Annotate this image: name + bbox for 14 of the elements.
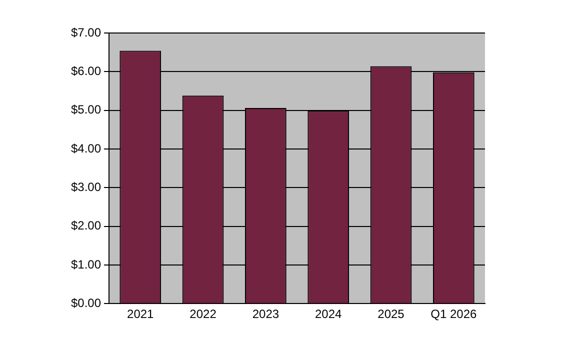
y-tick-label: $1.00 (71, 257, 102, 272)
y-tick-label: $5.00 (71, 102, 102, 117)
x-tick-label: 2021 (127, 307, 154, 322)
x-tick-label: 2022 (190, 307, 217, 322)
y-tick-label: $3.00 (71, 180, 102, 194)
y-tick-label: $2.00 (71, 218, 102, 233)
x-tick-label: 2024 (314, 307, 342, 322)
x-tick-label: 2025 (378, 307, 405, 322)
y-tick-label: $6.00 (71, 64, 102, 78)
x-tick-label: 2023 (252, 307, 280, 322)
y-tick-label: $0.00 (71, 296, 102, 310)
y-tick-label: $4.00 (71, 141, 102, 156)
y-tick-label: $7.00 (71, 25, 102, 40)
x-tick-label: Q1 2026 (430, 307, 478, 322)
